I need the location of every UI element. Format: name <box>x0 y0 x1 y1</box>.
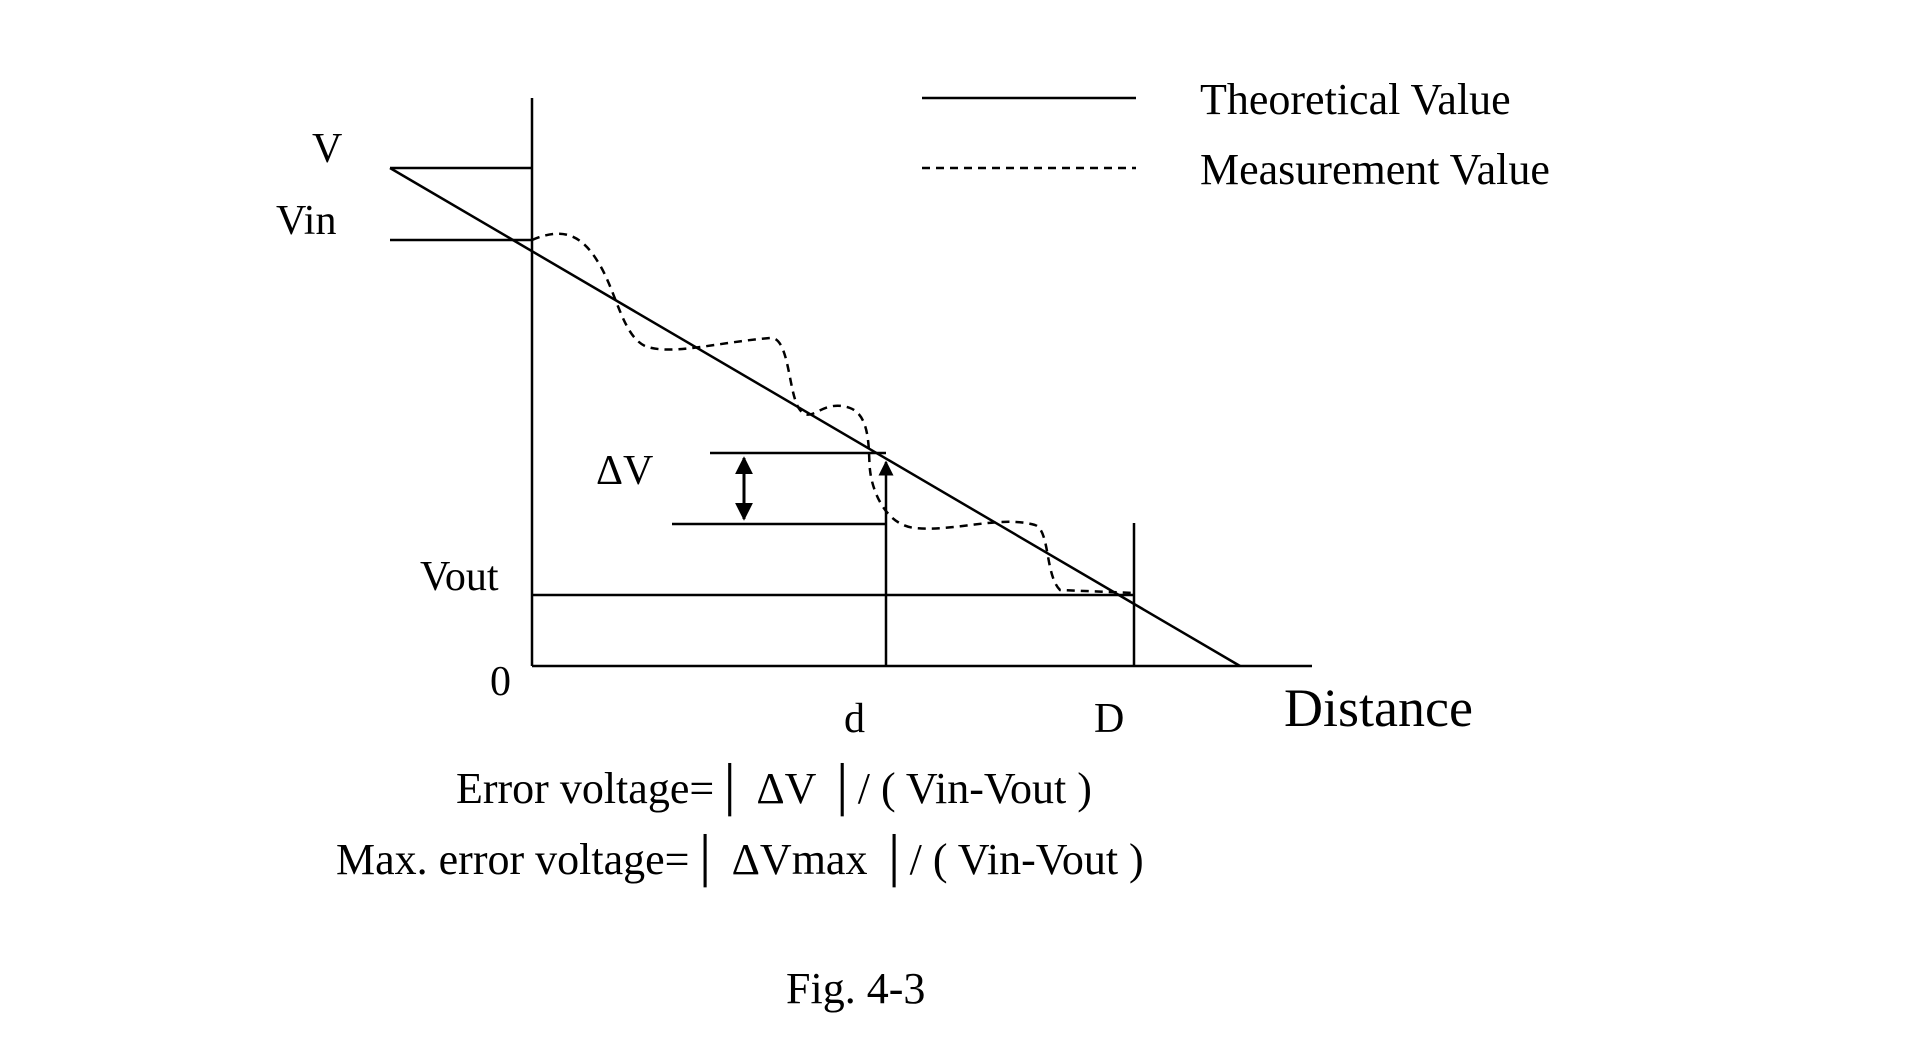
zero-label: 0 <box>490 659 511 705</box>
vin-label: Vin <box>276 198 336 244</box>
v-label: V <box>312 126 342 172</box>
figure-caption: Fig. 4-3 <box>786 964 925 1013</box>
d-label: d <box>844 696 865 742</box>
big-d-label: D <box>1094 696 1124 742</box>
legend-theoretical-label: Theoretical Value <box>1200 75 1511 124</box>
error-voltage-formula: Error voltage=│ ΔV │/ ( Vin-Vout ) <box>456 762 1092 817</box>
theoretical-line <box>389 166 1241 668</box>
vout-label: Vout <box>420 554 499 600</box>
legend-measurement-label: Measurement Value <box>1200 145 1550 194</box>
measurement-curve <box>531 232 1135 595</box>
delta-v-label: ΔV <box>596 448 653 494</box>
distance-label: Distance <box>1284 678 1473 738</box>
max-error-voltage-formula: Max. error voltage=│ ΔVmax │/ ( Vin-Vout… <box>336 833 1144 888</box>
